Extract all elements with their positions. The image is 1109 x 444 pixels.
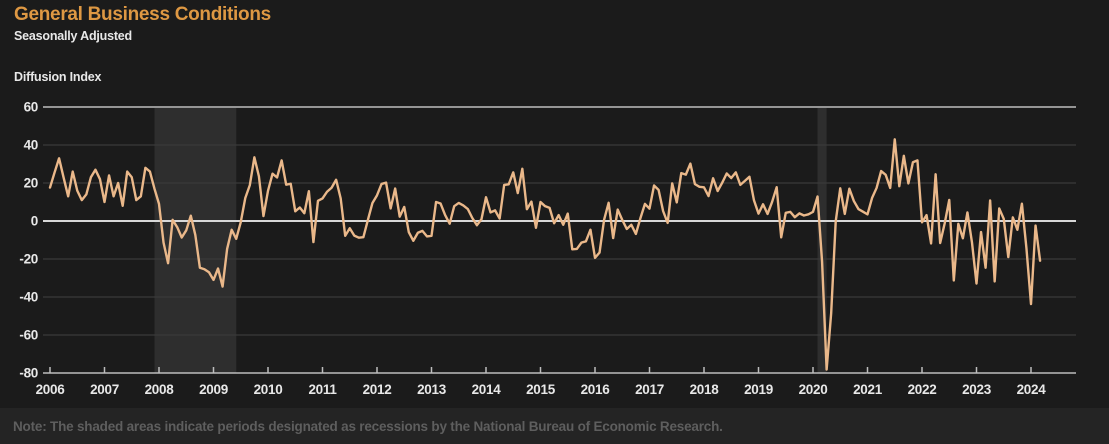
- y-axis-tick-label: -40: [19, 290, 38, 305]
- y-axis-tick-label: -80: [19, 366, 38, 381]
- y-axis-tick-label: -60: [19, 328, 38, 343]
- x-axis-year-label: 2024: [1017, 382, 1047, 397]
- x-axis-year-label: 2008: [145, 382, 175, 397]
- x-axis-year-label: 2015: [526, 382, 556, 397]
- x-axis-year-label: 2006: [36, 382, 66, 397]
- x-axis-year-label: 2020: [799, 382, 828, 397]
- x-axis-year-label: 2010: [254, 382, 283, 397]
- x-axis-year-label: 2023: [962, 382, 992, 397]
- x-axis-year-label: 2018: [690, 382, 720, 397]
- series-line: [48, 138, 1042, 371]
- y-axis-tick-label: 0: [31, 214, 38, 229]
- y-axis-tick-label: 20: [24, 176, 38, 191]
- x-axis-year-label: 2016: [581, 382, 611, 397]
- chart-subtitle: Seasonally Adjusted: [14, 29, 132, 43]
- x-axis-year-label: 2017: [635, 382, 664, 397]
- y-axis-tick-label: 40: [24, 138, 38, 153]
- y-axis-tick-label: 60: [24, 100, 38, 115]
- x-axis-year-label: 2009: [199, 382, 228, 397]
- footer-strip: Note: The shaded areas indicate periods …: [0, 408, 1109, 444]
- x-axis-year-label: 2012: [363, 382, 392, 397]
- x-axis-year-label: 2013: [417, 382, 447, 397]
- x-axis-year-label: 2019: [744, 382, 773, 397]
- x-axis-year-label: 2022: [908, 382, 937, 397]
- chart-title: General Business Conditions: [14, 4, 271, 25]
- x-axis-year-label: 2021: [853, 382, 883, 397]
- y-axis-unit-label: Diffusion Index: [14, 70, 102, 84]
- x-axis-year-label: 2007: [90, 382, 119, 397]
- recession-note: Note: The shaded areas indicate periods …: [13, 418, 723, 434]
- y-axis-tick-label: -20: [19, 252, 38, 267]
- recession-band: [817, 107, 827, 373]
- x-axis-year-label: 2014: [472, 382, 502, 397]
- x-axis-year-label: 2011: [308, 382, 337, 397]
